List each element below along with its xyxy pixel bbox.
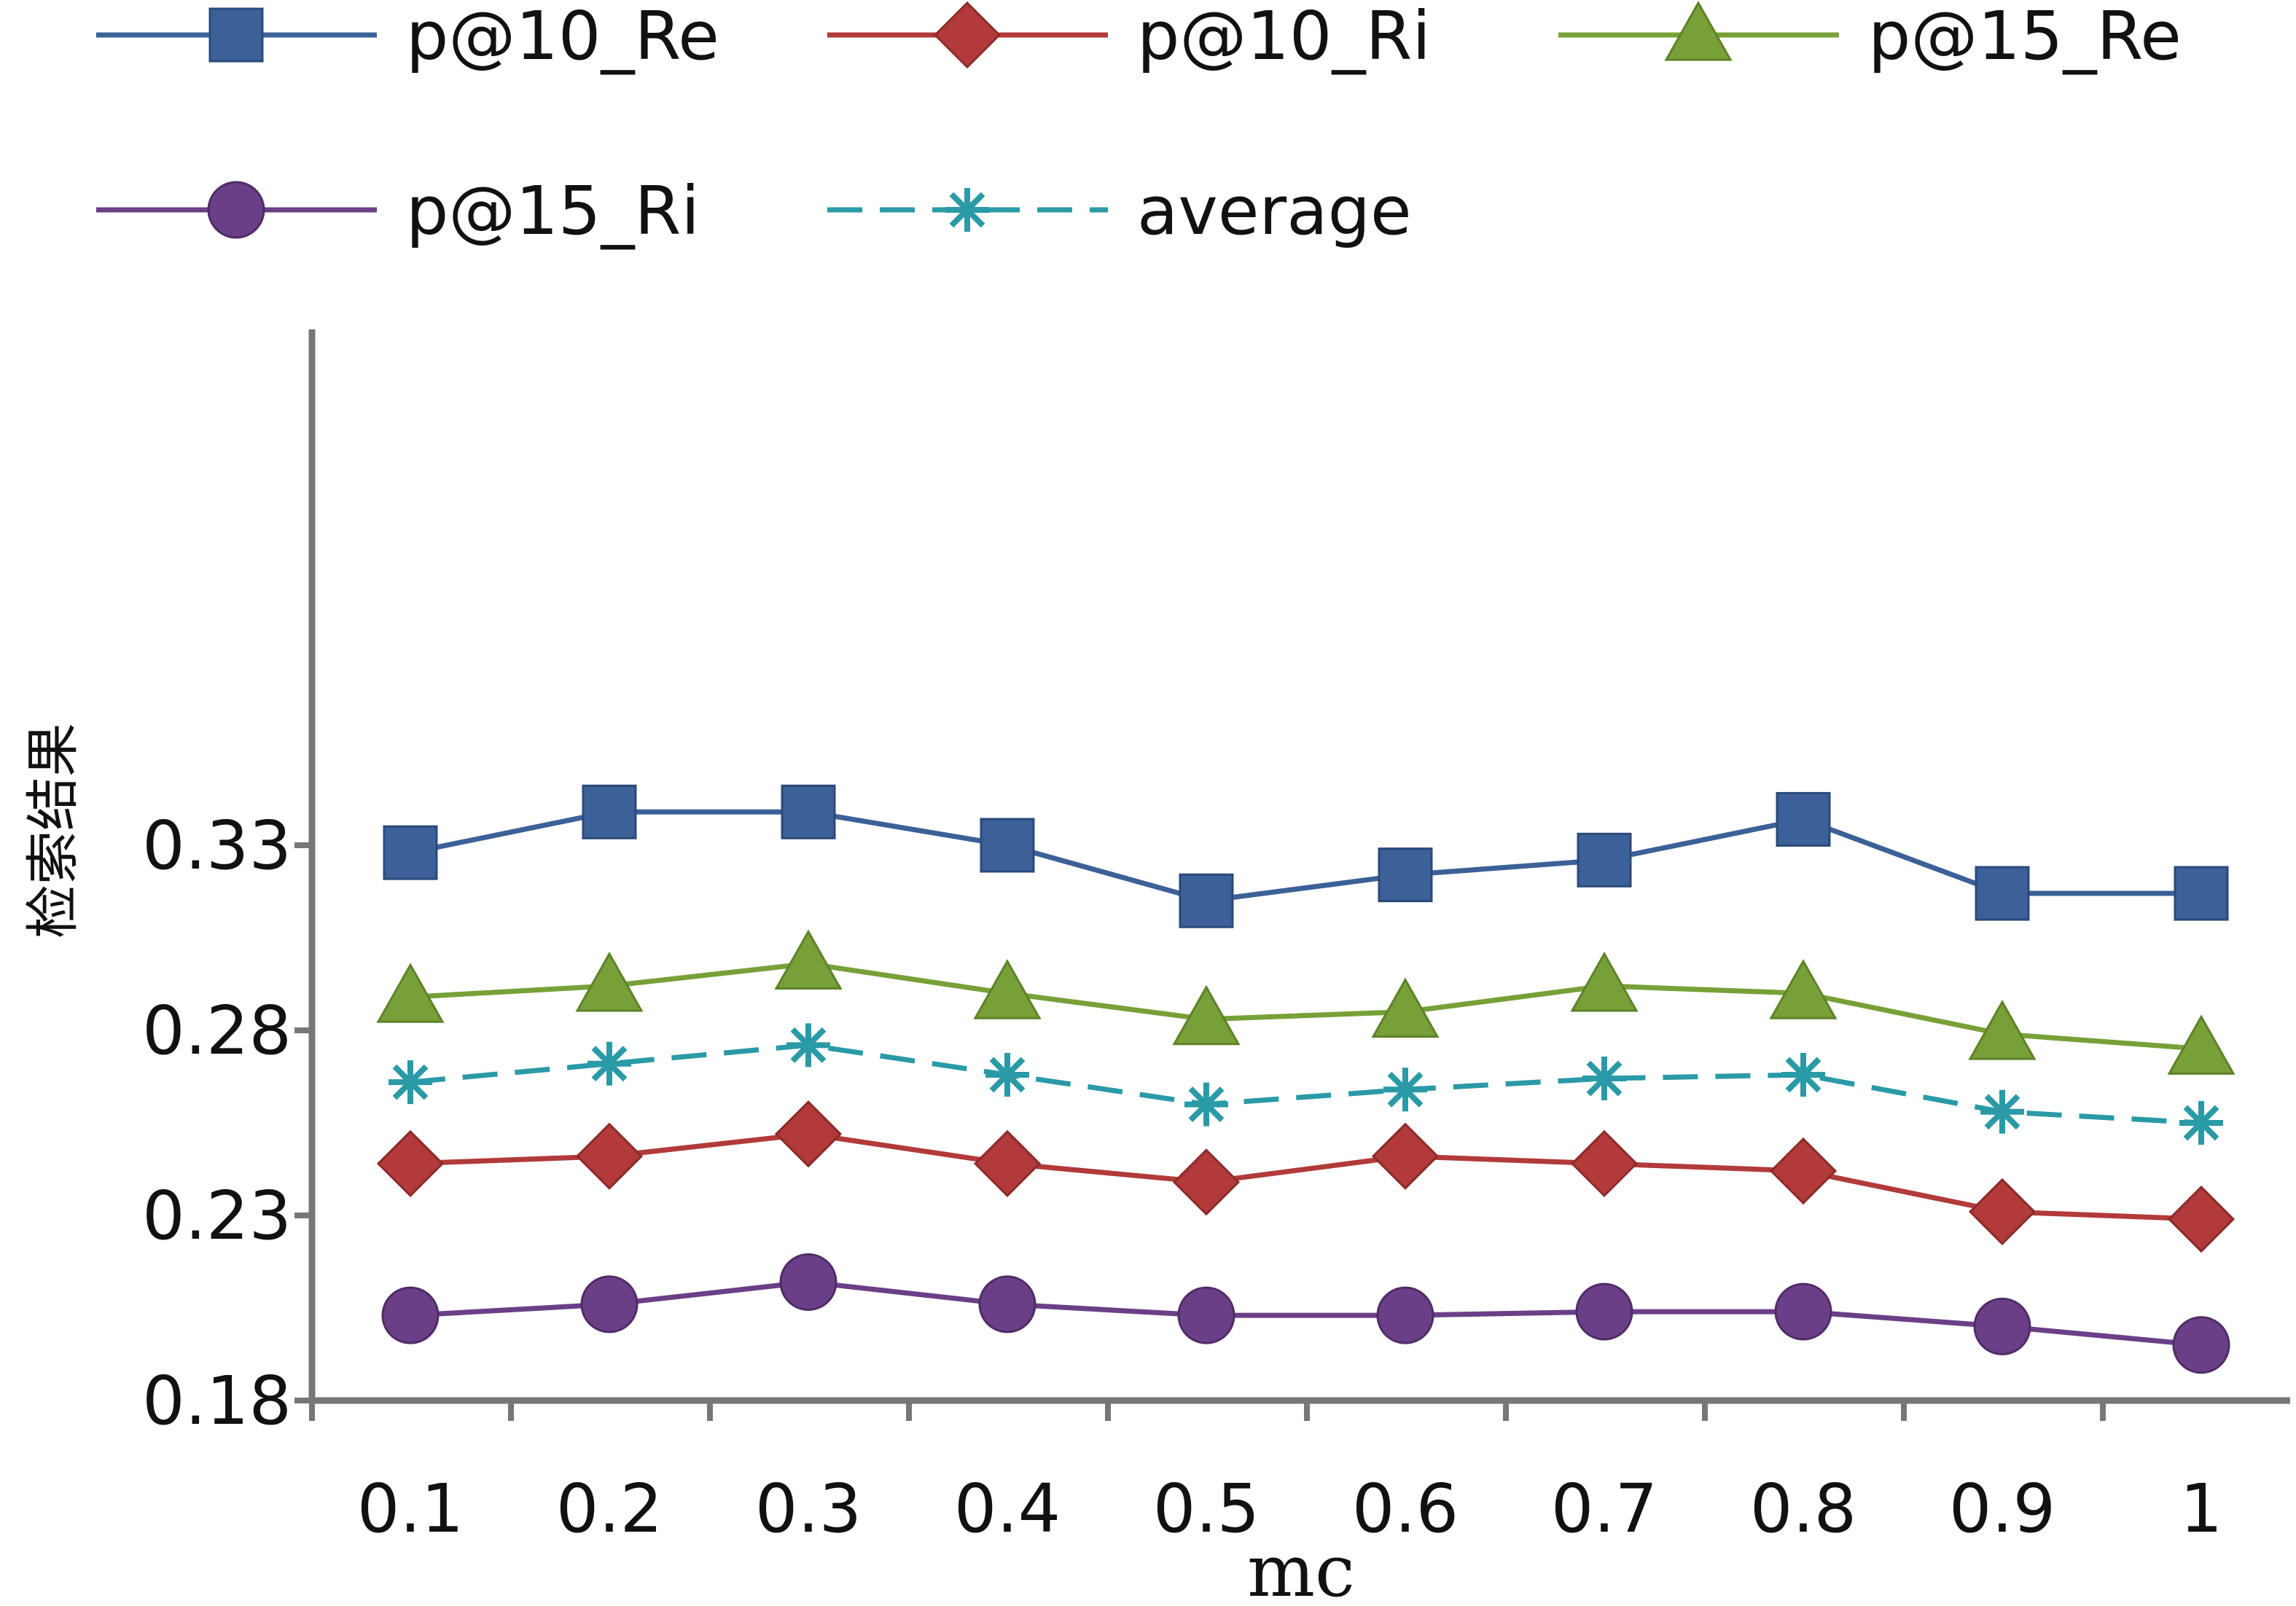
data-point bbox=[1570, 1129, 1639, 1198]
data-point bbox=[1975, 866, 2030, 921]
legend-item: p@10_Ri bbox=[827, 0, 1431, 75]
data-point bbox=[2179, 1101, 2223, 1145]
x-tick-label: 0.4 bbox=[954, 1470, 1061, 1548]
data-point bbox=[1172, 1148, 1241, 1216]
data-point bbox=[580, 1275, 639, 1333]
data-point bbox=[774, 929, 843, 990]
data-point bbox=[781, 784, 836, 839]
y-axis-ticks: 0.18 0.23 0.28 0.33 bbox=[142, 807, 312, 1440]
legend-marker bbox=[1664, 0, 1733, 61]
data-point bbox=[779, 1253, 837, 1311]
x-axis-title: mc bbox=[1247, 1530, 1355, 1606]
data-point bbox=[1177, 1286, 1235, 1344]
data-point bbox=[1968, 1178, 2037, 1246]
data-point bbox=[388, 1060, 432, 1105]
data-point bbox=[1769, 1137, 1838, 1205]
data-point bbox=[1172, 984, 1241, 1046]
data-point bbox=[1577, 832, 1632, 888]
data-point bbox=[973, 959, 1042, 1019]
data-point bbox=[1769, 959, 1838, 1019]
legend-label: p@15_Ri bbox=[406, 172, 700, 250]
x-axis-ticks: 0.1 0.2 0.3 0.4 0.5 0.6 0.7 0.8 0.9 1 bbox=[309, 1401, 2223, 1548]
x-tick-label: 0.7 bbox=[1551, 1470, 1657, 1548]
x-tick-label: 0.6 bbox=[1352, 1470, 1459, 1548]
data-point bbox=[587, 1041, 631, 1086]
y-tick-label: 0.28 bbox=[142, 992, 292, 1070]
legend-label: p@10_Ri bbox=[1137, 0, 1431, 75]
data-point bbox=[1570, 951, 1639, 1012]
data-point bbox=[1781, 1052, 1825, 1097]
legend-label: average bbox=[1137, 172, 1412, 250]
y-tick-label: 0.33 bbox=[142, 807, 292, 885]
y-tick-label: 0.18 bbox=[142, 1362, 292, 1440]
data-point bbox=[376, 963, 445, 1023]
data-point bbox=[774, 1100, 843, 1168]
series-line bbox=[410, 1131, 2202, 1222]
legend-item: p@15_Re bbox=[1558, 0, 2182, 75]
data-point bbox=[383, 825, 438, 880]
legend-marker bbox=[945, 188, 989, 232]
series-p-10-re bbox=[383, 784, 2229, 928]
data-point bbox=[1371, 1122, 1440, 1190]
data-point bbox=[575, 1122, 644, 1190]
series-average bbox=[388, 1023, 2223, 1145]
legend: p@10_Re p@10_Ri p@15_Re p@15_Ri average bbox=[96, 0, 2182, 250]
data-point bbox=[973, 1129, 1042, 1198]
data-point bbox=[1968, 1000, 2037, 1060]
legend-marker bbox=[933, 1, 1001, 69]
data-point bbox=[381, 1286, 440, 1344]
x-tick-label: 0.9 bbox=[1949, 1470, 2055, 1548]
data-point bbox=[1179, 873, 1234, 928]
x-tick-label: 0.8 bbox=[1750, 1470, 1856, 1548]
legend-label: p@10_Re bbox=[406, 0, 719, 75]
data-point bbox=[1575, 1282, 1633, 1341]
legend-marker bbox=[207, 181, 265, 239]
series-p-10-ri bbox=[376, 1100, 2236, 1253]
x-tick-label: 0.3 bbox=[755, 1470, 862, 1548]
data-point bbox=[376, 1129, 445, 1198]
data-point bbox=[1973, 1297, 2031, 1355]
data-point bbox=[786, 1023, 830, 1068]
data-point bbox=[1184, 1082, 1228, 1127]
legend-item: p@15_Ri bbox=[96, 172, 700, 250]
data-point bbox=[1980, 1089, 2024, 1134]
data-point bbox=[978, 1275, 1036, 1333]
x-tick-label: 1 bbox=[2180, 1470, 2223, 1548]
axes: 0.180.230.280.33 0.1 0.2 0.3 0.4 0.5 0.6 0.7 0.… bbox=[142, 329, 2290, 1548]
data-point bbox=[1378, 847, 1433, 903]
legend-marker bbox=[208, 7, 264, 63]
x-tick-label: 0.1 bbox=[357, 1470, 464, 1548]
legend-item: average bbox=[827, 172, 1412, 250]
data-point bbox=[1774, 1282, 1832, 1341]
data-point bbox=[2167, 1014, 2236, 1075]
series-layer bbox=[376, 784, 2236, 1374]
y-axis-title: 检索结果 bbox=[22, 723, 85, 939]
data-point bbox=[980, 818, 1035, 873]
data-point bbox=[2167, 1185, 2236, 1253]
series-line bbox=[410, 1042, 2202, 1126]
y-tick-label: 0.23 bbox=[142, 1177, 292, 1255]
legend-item: p@10_Re bbox=[96, 0, 719, 75]
data-point bbox=[2174, 866, 2229, 921]
data-point bbox=[582, 784, 637, 839]
data-point bbox=[2172, 1316, 2230, 1374]
series-line bbox=[410, 809, 2201, 904]
series-line bbox=[410, 961, 2202, 1051]
data-point bbox=[1371, 977, 1440, 1038]
series-p-15-re bbox=[376, 929, 2236, 1075]
x-tick-label: 0.5 bbox=[1153, 1470, 1260, 1548]
data-point bbox=[1582, 1057, 1626, 1101]
legend-label: p@15_Re bbox=[1868, 0, 2182, 75]
data-point bbox=[575, 951, 644, 1012]
data-point bbox=[1376, 1286, 1434, 1344]
series-line bbox=[410, 1279, 2202, 1348]
series-p-15-ri bbox=[381, 1253, 2230, 1374]
data-point bbox=[1776, 791, 1831, 847]
data-point bbox=[985, 1052, 1029, 1097]
data-point bbox=[1383, 1068, 1427, 1112]
x-tick-label: 0.2 bbox=[556, 1470, 663, 1548]
